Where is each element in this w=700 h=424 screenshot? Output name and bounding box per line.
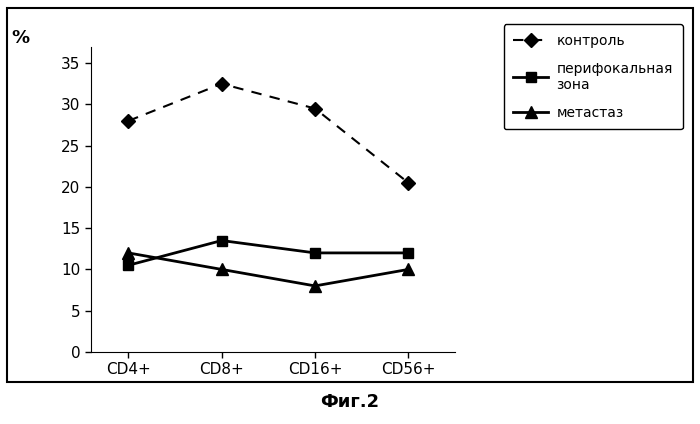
Text: Фиг.2: Фиг.2 (321, 393, 379, 411)
Legend: контроль, перифокальная
зона, метастаз: контроль, перифокальная зона, метастаз (504, 24, 682, 129)
Text: %: % (11, 29, 29, 47)
